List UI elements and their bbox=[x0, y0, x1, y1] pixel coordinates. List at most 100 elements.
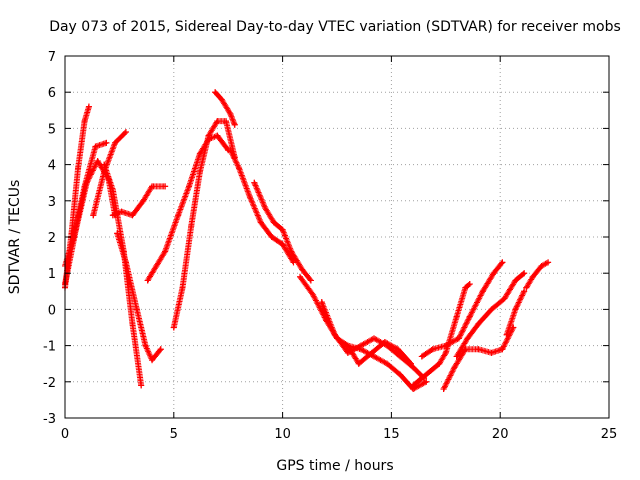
data-point bbox=[453, 313, 460, 320]
data-point bbox=[179, 284, 186, 291]
data-point bbox=[262, 205, 269, 212]
data-point bbox=[75, 165, 82, 172]
data-point bbox=[521, 288, 528, 295]
data-point bbox=[118, 208, 125, 215]
data-point bbox=[212, 89, 219, 96]
axis-ticks: 0 5 10 15 20 25 -3 -2 -1 0 1 2 3 4 5 6 7 bbox=[43, 50, 617, 442]
x-tick-label: 25 bbox=[601, 427, 618, 442]
data-point bbox=[464, 335, 471, 342]
data-point bbox=[288, 248, 295, 255]
data-point bbox=[429, 346, 436, 353]
series-track-6 bbox=[114, 230, 164, 364]
data-point bbox=[488, 349, 495, 356]
marker-trail bbox=[101, 161, 145, 389]
y-tick-label: 0 bbox=[48, 303, 56, 318]
data-point bbox=[368, 349, 375, 356]
data-point bbox=[381, 338, 388, 345]
data-point bbox=[310, 291, 317, 298]
data-point bbox=[144, 277, 151, 284]
data-point bbox=[344, 349, 351, 356]
x-tick-label: 15 bbox=[383, 427, 400, 442]
data-point bbox=[453, 353, 460, 360]
y-tick-label: 5 bbox=[48, 122, 56, 137]
data-point bbox=[462, 346, 469, 353]
data-point bbox=[466, 281, 473, 288]
data-point bbox=[149, 183, 156, 190]
data-point bbox=[92, 143, 99, 150]
grid bbox=[65, 56, 609, 418]
data-point bbox=[109, 212, 116, 219]
data-point bbox=[142, 342, 149, 349]
y-tick-label: -1 bbox=[43, 340, 56, 355]
y-tick-label: -2 bbox=[43, 376, 56, 391]
data-point bbox=[279, 241, 286, 248]
series-track-21 bbox=[523, 259, 552, 291]
data-point bbox=[70, 234, 77, 240]
data-point bbox=[418, 353, 425, 360]
data-point bbox=[109, 186, 116, 193]
data-point bbox=[418, 375, 425, 382]
series-track-9 bbox=[170, 118, 238, 331]
x-axis-label: GPS time / hours bbox=[276, 458, 393, 474]
data-point bbox=[268, 234, 275, 240]
data-point bbox=[112, 139, 119, 146]
data-point bbox=[114, 230, 121, 237]
data-point bbox=[307, 277, 314, 284]
x-tick-label: 5 bbox=[170, 427, 178, 442]
data-point bbox=[490, 270, 497, 277]
data-point bbox=[442, 349, 449, 356]
data-point bbox=[205, 132, 212, 139]
data-point bbox=[523, 284, 530, 291]
series-track-11 bbox=[227, 147, 297, 266]
y-tick-label: 1 bbox=[48, 267, 56, 282]
data-point bbox=[423, 378, 430, 385]
data-point bbox=[331, 331, 338, 338]
data-point bbox=[499, 259, 506, 266]
marker-trail bbox=[297, 273, 430, 393]
data-point bbox=[140, 197, 147, 204]
data-point bbox=[188, 223, 195, 230]
series-track-12 bbox=[251, 179, 314, 284]
data-point bbox=[479, 288, 486, 295]
marker-trail bbox=[62, 139, 110, 269]
y-tick-label: 6 bbox=[48, 86, 56, 101]
data-point bbox=[81, 183, 88, 190]
data-point bbox=[501, 295, 508, 302]
data-point bbox=[299, 266, 306, 273]
data-point bbox=[451, 364, 458, 371]
data-point bbox=[175, 212, 182, 219]
series-track-15 bbox=[344, 338, 414, 367]
data-point bbox=[218, 96, 225, 103]
data-point bbox=[318, 299, 325, 306]
series-track-8 bbox=[144, 132, 232, 284]
data-point bbox=[129, 320, 136, 327]
data-point bbox=[427, 367, 434, 374]
data-point bbox=[227, 147, 234, 154]
data-point bbox=[455, 335, 462, 342]
data-point bbox=[279, 226, 286, 233]
data-point bbox=[394, 346, 401, 353]
y-tick-label: 3 bbox=[48, 195, 56, 210]
data-point bbox=[384, 360, 391, 367]
data-point bbox=[355, 360, 362, 367]
data-point bbox=[521, 270, 528, 277]
data-point bbox=[410, 364, 417, 371]
data-point bbox=[410, 382, 417, 389]
marker-trail bbox=[318, 299, 428, 382]
data-point bbox=[503, 331, 510, 338]
data-point bbox=[214, 118, 221, 125]
data-point bbox=[231, 121, 238, 128]
data-point bbox=[436, 360, 443, 367]
data-point bbox=[153, 262, 160, 269]
series-track-17 bbox=[418, 259, 506, 360]
data-point bbox=[475, 320, 482, 327]
data-point bbox=[81, 118, 88, 125]
marker-trail bbox=[523, 259, 552, 291]
data-point bbox=[357, 342, 364, 349]
data-point bbox=[499, 346, 506, 353]
y-tick-label: 4 bbox=[48, 159, 56, 174]
data-point bbox=[90, 212, 97, 219]
data-point bbox=[227, 110, 234, 117]
data-point bbox=[196, 168, 203, 175]
